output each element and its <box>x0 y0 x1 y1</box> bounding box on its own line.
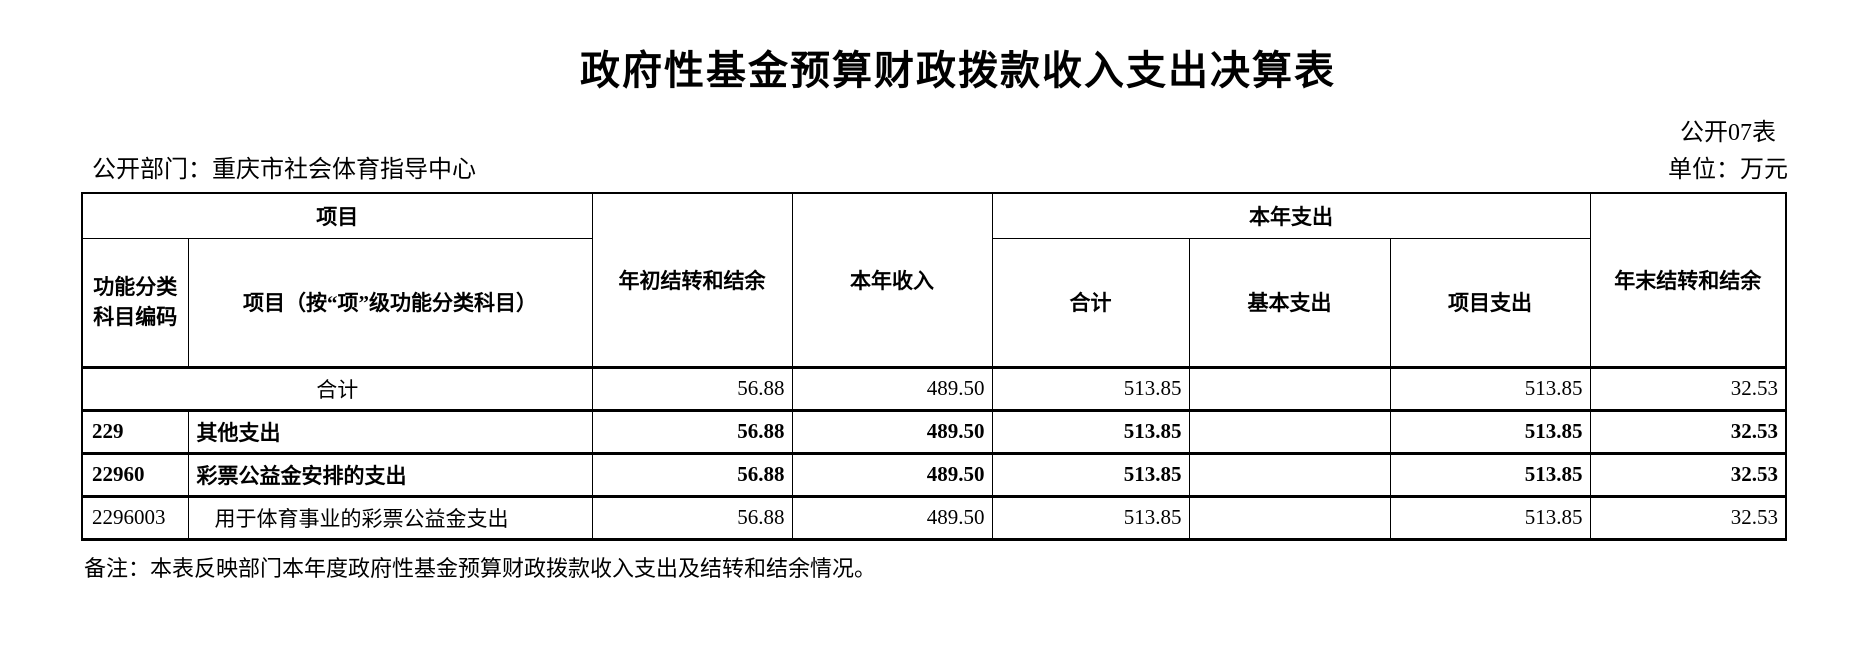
cell-closing-balance: 32.53 <box>1589 408 1787 455</box>
cell-project-expenditure: 513.85 <box>1389 494 1591 541</box>
header-opening-balance: 年初结转和结余 <box>591 192 793 368</box>
cell-project-name: 彩票公益金安排的支出 <box>187 451 593 498</box>
cell-basic-expenditure <box>1188 494 1391 541</box>
table-row: 229 其他支出 56.88 489.50 513.85 513.85 32.5… <box>81 408 1787 455</box>
cell-project-name: 用于体育事业的彩票公益金支出 <box>187 494 593 541</box>
cell-expenditure-total: 513.85 <box>991 408 1190 455</box>
cell-current-income: 489.50 <box>791 365 993 412</box>
cell-function-code: 229 <box>81 408 189 455</box>
cell-closing-balance: 32.53 <box>1589 365 1787 412</box>
cell-basic-expenditure <box>1188 451 1391 498</box>
unit-label: 单位：万元 <box>1668 157 1788 183</box>
header-project-expenditure: 项目支出 <box>1389 237 1591 368</box>
table-row: 22960 彩票公益金安排的支出 56.88 489.50 513.85 513… <box>81 451 1787 498</box>
cell-current-income: 489.50 <box>791 408 993 455</box>
cell-total-label: 合计 <box>81 365 593 412</box>
table-row: 2296003 用于体育事业的彩票公益金支出 56.88 489.50 513.… <box>81 494 1787 541</box>
cell-project-expenditure: 513.85 <box>1389 408 1591 455</box>
cell-project-name: 其他支出 <box>187 408 593 455</box>
cell-basic-expenditure <box>1188 365 1391 412</box>
header-expenditure-total: 合计 <box>991 237 1190 368</box>
cell-expenditure-total: 513.85 <box>991 365 1190 412</box>
cell-current-income: 489.50 <box>791 494 993 541</box>
department-label: 公开部门：重庆市社会体育指导中心 <box>92 157 476 183</box>
cell-opening-balance: 56.88 <box>591 365 793 412</box>
cell-project-expenditure: 513.85 <box>1389 451 1591 498</box>
cell-current-income: 489.50 <box>791 451 993 498</box>
header-closing-balance: 年末结转和结余 <box>1589 192 1787 368</box>
header-project-group: 项目 <box>81 192 593 239</box>
header-project-name: 项目（按“项”级功能分类科目） <box>187 237 593 368</box>
page-title: 政府性基金预算财政拨款收入支出决算表 <box>580 48 1336 93</box>
cell-function-code: 2296003 <box>81 494 189 541</box>
header-current-income: 本年收入 <box>791 192 993 368</box>
table-code-label: 公开07表 <box>1680 120 1776 146</box>
cell-project-expenditure: 513.85 <box>1389 365 1591 412</box>
budget-table: 项目 年初结转和结余 本年收入 本年支出 年末结转和结余 功能分类 科目编码 项… <box>81 192 1788 541</box>
cell-opening-balance: 56.88 <box>591 451 793 498</box>
table-row-total: 合计 56.88 489.50 513.85 513.85 32.53 <box>81 365 1787 412</box>
cell-closing-balance: 32.53 <box>1589 494 1787 541</box>
cell-basic-expenditure <box>1188 408 1391 455</box>
header-current-expenditure-group: 本年支出 <box>991 192 1591 239</box>
cell-function-code: 22960 <box>81 451 189 498</box>
cell-opening-balance: 56.88 <box>591 494 793 541</box>
cell-opening-balance: 56.88 <box>591 408 793 455</box>
cell-expenditure-total: 513.85 <box>991 451 1190 498</box>
meta-row: 公开部门：重庆市社会体育指导中心 单位：万元 <box>92 149 1788 184</box>
cell-expenditure-total: 513.85 <box>991 494 1190 541</box>
footnote: 备注：本表反映部门本年度政府性基金预算财政拨款收入支出及结转和结余情况。 <box>84 556 877 581</box>
header-basic-expenditure: 基本支出 <box>1188 237 1391 368</box>
cell-closing-balance: 32.53 <box>1589 451 1787 498</box>
header-function-code: 功能分类 科目编码 <box>81 237 189 368</box>
header-row-1: 项目 年初结转和结余 本年收入 本年支出 年末结转和结余 <box>81 192 1787 368</box>
